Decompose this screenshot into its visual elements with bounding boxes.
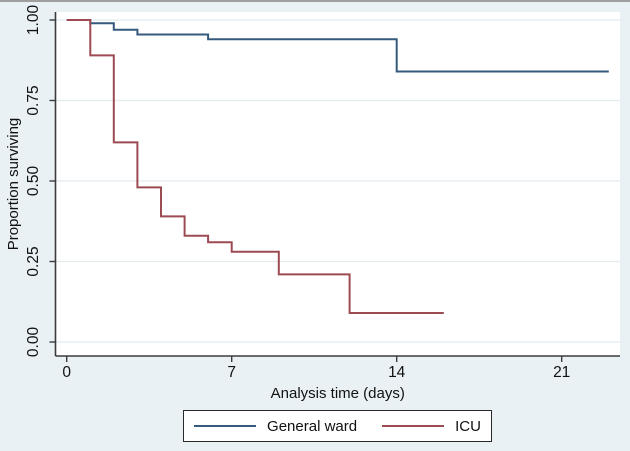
general-ward-line-swatch <box>194 425 257 427</box>
legend: General ward ICU <box>183 410 492 442</box>
y-tick-label-0.25: 0.25 <box>25 246 42 276</box>
icu-line-swatch <box>382 425 445 427</box>
y-axis-title: Proportion surviving <box>5 118 22 251</box>
y-tick-label-0.00: 0.00 <box>25 327 42 358</box>
legend-label-general-ward: General ward <box>267 417 358 435</box>
plot-region <box>55 12 620 356</box>
x-tick-label-7: 7 <box>227 364 236 381</box>
survival-curve-icu <box>66 19 444 314</box>
x-tick-label-0: 0 <box>62 364 71 381</box>
legend-label-icu: ICU <box>455 417 481 435</box>
y-tick-label-0.50: 0.50 <box>25 166 42 197</box>
legend-item-general-ward: General ward <box>194 418 357 435</box>
y-tick-label-1.00: 1.00 <box>25 5 42 36</box>
x-axis-title: Analysis time (days) <box>271 385 405 402</box>
x-tick-label-14: 14 <box>388 364 406 381</box>
x-tick-label-21: 21 <box>553 364 570 381</box>
top-frame-line <box>0 0 630 2</box>
legend-item-icu: ICU <box>382 418 481 435</box>
y-tick-label-0.75: 0.75 <box>25 85 42 115</box>
